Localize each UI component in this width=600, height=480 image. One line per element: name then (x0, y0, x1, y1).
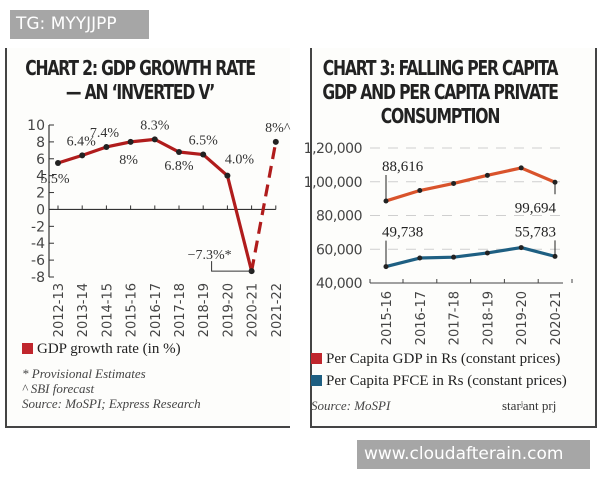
note-provisional: * Provisional Estimates (22, 366, 146, 381)
chart-2-title-line: CHART 2: GDP GROWTH RATE (25, 56, 256, 80)
chart-2-data-label: −7.3%* (188, 248, 232, 263)
chart-3-data-label: 49,738 (382, 225, 423, 241)
watermark-top: TG: MYYJJPP (10, 10, 149, 39)
chart-3-y-tick-label: 40,000 (316, 276, 362, 292)
chart-2-data-point (127, 138, 134, 145)
legend-swatch-per-capita-pfce (311, 375, 322, 386)
chart-2-x-tick-label: 2021-22 (270, 283, 285, 337)
chart-2-y-tick-label: -4 (31, 236, 45, 252)
chart-2-y-tick-label: -6 (31, 253, 45, 269)
chart-2-x-tick-label: 2016-17 (149, 283, 164, 337)
chart-3-x-tick-label: 2015-16 (380, 291, 395, 345)
chart-2-y-tick-label: -8 (31, 270, 45, 286)
chart-3-x-tick-label: 2018-19 (481, 291, 496, 345)
chart-2-x-tick-label: 2013-14 (76, 283, 91, 337)
chart-3-data-point (451, 254, 457, 260)
chart-3-y-tick-label: 1,20,000 (304, 141, 362, 157)
chart-3-frame (310, 48, 597, 428)
chart-2-legend: GDP growth rate (in %) (22, 341, 181, 358)
chart-2-data-label: 6.5% (189, 134, 219, 149)
chart-3-x-tick-label: 2020-21 (549, 291, 564, 345)
chart-3-title-line: GDP AND PER CAPITA PRIVATE (322, 80, 559, 104)
chart-3-title-line: CHART 3: FALLING PER CAPITA (322, 56, 559, 80)
legend-label-per-capita-pfce: Per Capita PFCE in Rs (constant prices) (326, 373, 567, 389)
legend-swatch-gdp-growth (22, 343, 33, 354)
chart-3-data-point (518, 165, 524, 171)
chart-2-data-label: 4.0% (225, 153, 255, 168)
chart-2-y-tick-label: 0 (36, 202, 45, 218)
chart-2-y-tick-label: -2 (31, 219, 45, 235)
chart-3-data-point (451, 180, 457, 186)
chart-2-data-label: 6.4% (67, 134, 97, 149)
chart-3-legend-pfce: Per Capita PFCE in Rs (constant prices) (311, 373, 567, 390)
chart-3-y-tick-label: 80,000 (316, 209, 362, 225)
chart-2-x-tick-label: 2012-13 (52, 283, 67, 337)
chart-2-x-tick-label: 2020-21 (246, 283, 261, 337)
chart-2-data-point (176, 149, 182, 156)
chart-2-data-point (224, 172, 231, 179)
chart-3-legend-gdp: Per Capita GDP in Rs (constant prices) (311, 351, 560, 368)
chart-3-data-point (417, 188, 423, 194)
note-source: Source: MoSPI; Express Research (22, 396, 201, 411)
chart-3-title: CHART 3: FALLING PER CAPITA GDP AND PER … (300, 56, 581, 128)
chart-2-y-tick-label: 4 (36, 169, 45, 185)
chart-2-notes: * Provisional Estimates ^ SBI forecast S… (22, 366, 201, 411)
watermark-bottom: www.cloudafterain.com (357, 440, 590, 469)
chart-3-data-point (484, 250, 490, 256)
chart-2-x-tick-label: 2019-20 (221, 283, 236, 337)
chart-2-series-forecast-line (250, 141, 278, 272)
chart-3-series-pfce-line (385, 245, 556, 269)
chart-2-data-label: 7.4% (90, 126, 120, 141)
chart-2-data-point (200, 151, 207, 158)
chart-3-x-tick-label: 2017-18 (448, 291, 463, 345)
chart-3-cut-text: starʲant prj (502, 398, 557, 413)
chart-2-data-label: 8%^ (265, 121, 291, 136)
note-sbi-forecast: ^ SBI forecast (22, 381, 95, 396)
chart-2-data-label: 8% (119, 153, 138, 168)
chart-3-y-tick-label: 1,00,000 (304, 175, 362, 191)
chart-2-data-label: 5.5% (40, 172, 70, 187)
chart-2-x-tick-label: 2014-15 (100, 283, 115, 337)
chart-3-title-line: CONSUMPTION (380, 104, 501, 128)
chart-3-x-tick-label: 2016-17 (414, 291, 429, 345)
chart-2-data-point (103, 143, 110, 150)
chart-3-series-gdp-line (385, 166, 556, 203)
chart-2-data-point (151, 136, 158, 143)
chart-2-data-point (272, 138, 279, 145)
chart-3-data-point (518, 245, 524, 251)
chart-2-data-label: 6.8% (164, 159, 194, 174)
chart-2-y-tick-label: 2 (36, 186, 45, 202)
legend-label-per-capita-gdp: Per Capita GDP in Rs (constant prices) (326, 351, 561, 367)
chart-2-x-tick-label: 2015-16 (125, 283, 140, 337)
chart-3-data-point (484, 172, 490, 178)
chart-3-y-tick-label: 60,000 (316, 242, 362, 258)
chart-2-y-tick-label: 10 (27, 118, 45, 134)
chart-3-data-point (417, 255, 423, 261)
legend-swatch-per-capita-gdp (311, 353, 322, 364)
legend-label-gdp-growth: GDP growth rate (in %) (37, 341, 181, 357)
chart-2-y-tick-label: 8 (36, 135, 45, 151)
chart-2-title: CHART 2: GDP GROWTH RATE — AN ‘INVERTED … (0, 56, 280, 104)
chart-2-y-tick-label: 6 (36, 152, 45, 168)
chart-2-leader-line (211, 261, 252, 272)
chart-3-data-label: 55,783 (515, 224, 556, 240)
chart-3-x-tick-label: 2019-20 (515, 291, 530, 345)
chart-2-data-point (55, 160, 61, 166)
chart-2-x-tick-label: 2017-18 (173, 283, 188, 337)
chart-2-title-line: — AN ‘INVERTED V’ (65, 80, 215, 104)
chart-2-x-tick-label: 2018-19 (197, 283, 212, 337)
chart-3-data-label: 99,694 (515, 200, 557, 216)
chart-2-data-label: 8.3% (140, 118, 170, 133)
chart-3-data-label: 88,616 (382, 159, 424, 175)
chart-3-source: Source: MoSPI (311, 398, 391, 413)
chart-2-data-point (79, 152, 86, 159)
